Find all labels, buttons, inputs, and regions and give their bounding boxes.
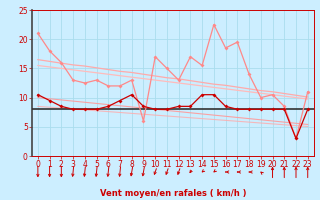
Text: Vent moyen/en rafales ( km/h ): Vent moyen/en rafales ( km/h ) [100,189,246,198]
